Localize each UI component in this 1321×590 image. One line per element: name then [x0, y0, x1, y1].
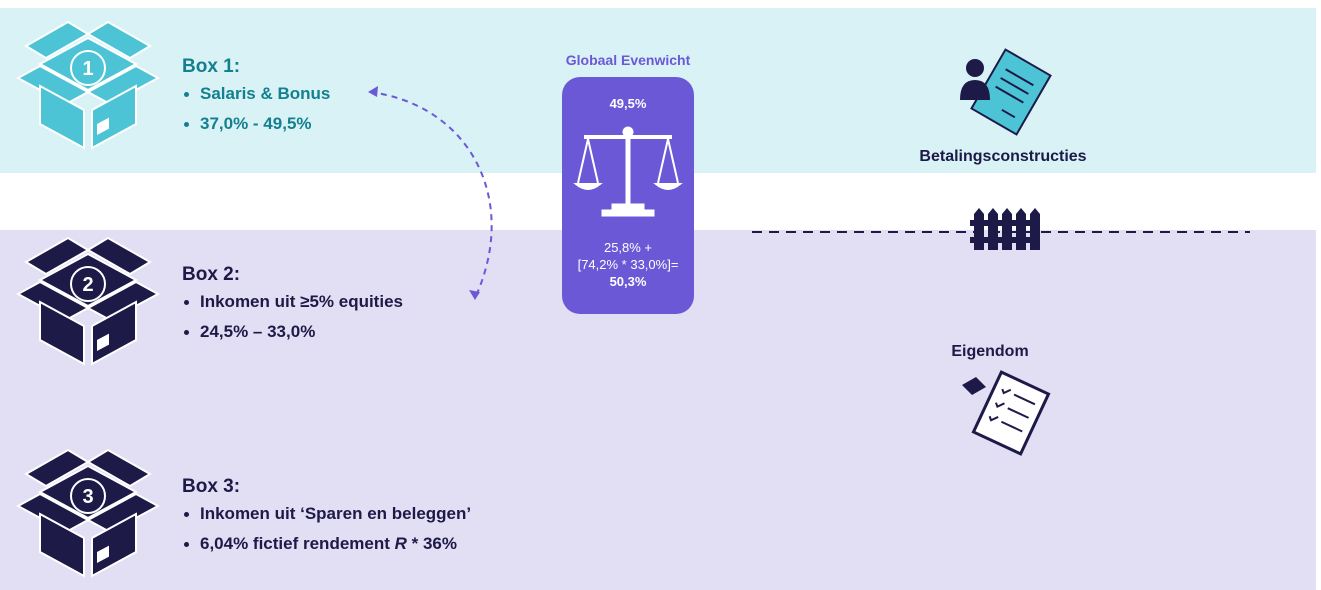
bullet-item: Salaris & Bonus — [182, 84, 330, 104]
item-text: Salaris & Bonus — [200, 84, 331, 103]
arrow-head — [368, 86, 378, 97]
bullet — [184, 92, 189, 97]
bullet-item: 37,0% - 49,5% — [182, 114, 312, 134]
fence-icon — [970, 208, 1040, 250]
item-text: Inkomen uit ‘Sparen en beleggen’ — [200, 504, 472, 523]
dashed-arrow — [369, 91, 493, 299]
bullet-item: 6,04% fictief rendement R * 36% — [182, 534, 457, 554]
bullet — [184, 300, 189, 305]
box2-icon — [17, 237, 159, 365]
center-title: Globaal Evenwicht — [565, 52, 691, 68]
arrow-head — [469, 290, 480, 300]
item-text: 6,04% fictief rendement — [200, 534, 395, 553]
box-number: 1 — [82, 58, 94, 80]
bullet — [184, 512, 189, 517]
item-italic: R — [394, 534, 407, 553]
scale-icon — [573, 126, 683, 217]
box-number: 3 — [82, 486, 94, 508]
bullet — [184, 122, 189, 127]
formula-line: 25,8% + — [603, 240, 653, 255]
item-text: Inkomen uit ≥5% equities — [200, 292, 403, 311]
bullet-item: Inkomen uit ‘Sparen en beleggen’ — [182, 504, 471, 524]
box3-icon — [17, 449, 159, 577]
item-text: * 36% — [406, 534, 457, 553]
top-rate: 49,5% — [609, 96, 647, 111]
bullet-item: 24,5% – 33,0% — [182, 322, 315, 342]
box-title: Box 2: — [182, 264, 241, 285]
result: 50,3% — [609, 274, 647, 289]
bullet — [184, 542, 189, 547]
right-top-label: Betalingsconstructies — [919, 148, 1087, 165]
item-text: 37,0% - 49,5% — [200, 114, 312, 133]
box1-icon — [17, 21, 159, 149]
box-title: Box 3: — [182, 476, 241, 497]
contract-icon — [960, 48, 1052, 136]
bullet — [184, 330, 189, 335]
right-bottom-label: Eigendom — [951, 343, 1029, 360]
bullet-item: Inkomen uit ≥5% equities — [182, 292, 403, 312]
item-text: 24,5% – 33,0% — [200, 322, 316, 341]
box-number: 2 — [82, 274, 94, 296]
clipboard-icon — [962, 370, 1051, 456]
box-title: Box 1: — [182, 56, 241, 77]
formula-line: [74,2% * 33,0%]= — [577, 257, 679, 272]
